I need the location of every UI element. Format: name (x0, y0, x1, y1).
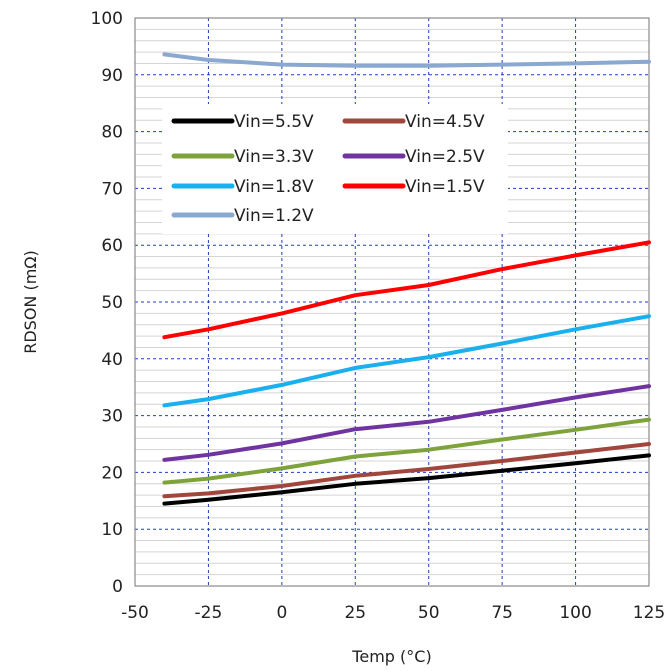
y-tick-label: 50 (101, 293, 123, 313)
series-line (162, 52, 651, 68)
legend-label: Vin=5.5V (234, 112, 314, 132)
legend-label: Vin=1.8V (234, 177, 314, 197)
x-axis-title: Temp (°C) (351, 647, 431, 666)
series-line (162, 384, 651, 462)
x-tick-label: 125 (633, 603, 665, 623)
y-tick-label: 30 (101, 407, 123, 427)
x-tick-label: 75 (491, 603, 513, 623)
y-tick-label: 100 (91, 9, 123, 29)
series-line (162, 240, 651, 340)
y-tick-label: 40 (101, 350, 123, 370)
series-line (162, 453, 651, 506)
x-tick-label: 25 (344, 603, 366, 623)
plot-area-frame (134, 17, 650, 587)
legend-label: Vin=1.5V (405, 177, 485, 197)
legend-label: Vin=4.5V (405, 112, 485, 132)
y-tick-label: 20 (101, 463, 123, 483)
legend-label: Vin=3.3V (234, 147, 314, 167)
y-tick-label: 90 (101, 66, 123, 86)
x-tick-label: 50 (418, 603, 440, 623)
x-axis-tick-labels: -50 -25 0 25 50 75 100 125 (121, 603, 665, 623)
legend-label: Vin=1.2V (234, 206, 314, 226)
legend-box (162, 104, 508, 234)
y-tick-label: 0 (112, 577, 123, 597)
series-line (162, 314, 651, 408)
x-tick-label: 0 (276, 603, 287, 623)
legend-label: Vin=2.5V (405, 147, 485, 167)
y-tick-label: 70 (101, 179, 123, 199)
x-tick-label: -25 (195, 603, 223, 623)
y-tick-label: 80 (101, 123, 123, 143)
y-axis-tick-labels: 0 10 20 30 40 50 60 70 80 90 100 (91, 9, 123, 597)
series-line (162, 417, 651, 485)
series-lines (162, 52, 651, 506)
series-line (162, 442, 651, 499)
legend: Vin=5.5V Vin=4.5V Vin=3.3V Vin=2.5V Vin=1.8V… (162, 104, 508, 234)
x-tick-label: -50 (121, 603, 149, 623)
y-tick-label: 10 (101, 520, 123, 540)
y-axis-title: RDSON (mΩ) (21, 250, 40, 354)
y-tick-label: 60 (101, 236, 123, 256)
x-tick-label: 100 (559, 603, 591, 623)
